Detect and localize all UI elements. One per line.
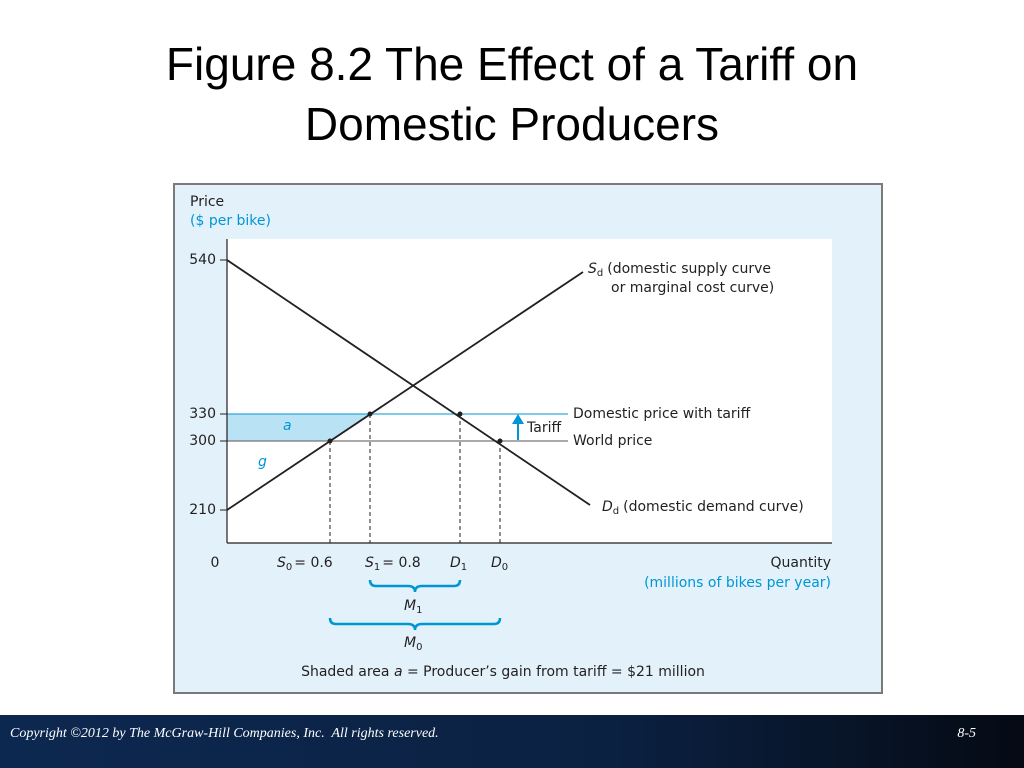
x-tick-label: D1 [450, 555, 467, 573]
demand-curve [226, 259, 591, 506]
area-a [227, 414, 370, 441]
x-tick-label: D0 [491, 555, 508, 573]
y-axis-title: Price [190, 194, 224, 210]
x-axis-title: Quantity [771, 555, 832, 571]
y-tick-label: 330 [189, 406, 216, 422]
m1-label: M1 [404, 598, 422, 616]
y-tick-label: 210 [189, 502, 216, 518]
slide-title: Figure 8.2 The Effect of a Tariff on Dom… [165, 38, 859, 150]
y-tick-label: 300 [189, 433, 216, 449]
figure: Price ($ per bike) 540 330 300 210 0 S0 =… [173, 183, 883, 694]
tariff-label: Tariff [526, 420, 561, 436]
tariff-price-label: Domestic price with tariff [573, 406, 751, 422]
dashed-guides [329, 414, 501, 543]
brace-m1 [368, 579, 462, 593]
y-tick-label: 540 [189, 252, 216, 268]
x-tick-label: S0 = 0.6 [277, 555, 333, 573]
origin-label: 0 [211, 555, 220, 571]
supply-label-2: or marginal cost curve) [611, 280, 774, 296]
world-price-label: World price [573, 433, 652, 449]
caption: Shaded area a = Producer’s gain from tar… [301, 664, 705, 680]
area-a-label: a [283, 418, 292, 434]
x-axis-unit: (millions of bikes per year) [644, 575, 831, 591]
y-axis-unit: ($ per bike) [190, 213, 271, 229]
x-tick-label: S1 = 0.8 [365, 555, 421, 573]
copyright: Copyright ©2012 by The McGraw-Hill Compa… [10, 726, 439, 741]
plot-area [227, 239, 832, 543]
footer: Copyright ©2012 by The McGraw-Hill Compa… [0, 715, 1024, 768]
points [327, 411, 503, 444]
y-tick-marks [220, 259, 227, 511]
brace-m0 [328, 617, 502, 631]
area-g-label: g [258, 454, 267, 470]
page-number: 8-5 [957, 726, 976, 741]
m0-label: M0 [404, 635, 422, 653]
demand-label: Dd (domestic demand curve) [602, 499, 804, 517]
supply-curve [226, 271, 584, 511]
tariff-arrowhead [512, 414, 524, 424]
supply-label: Sd (domestic supply curve [588, 261, 771, 279]
